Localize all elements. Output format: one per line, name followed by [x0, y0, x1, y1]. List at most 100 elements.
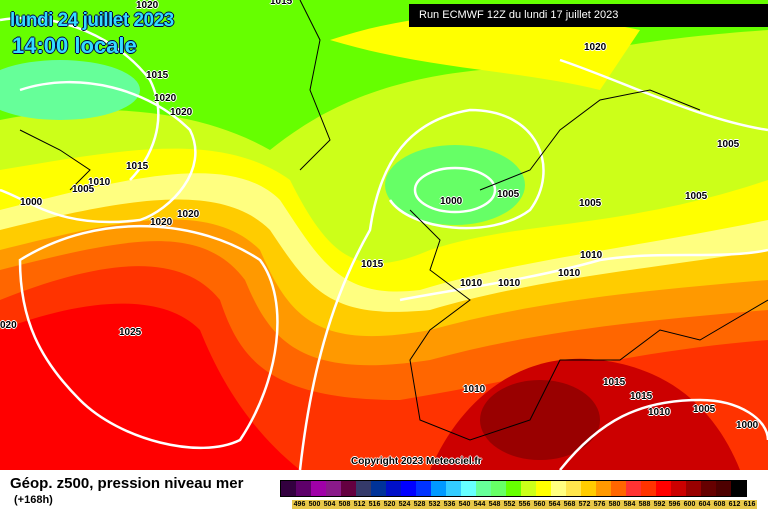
forecast-offset: (+168h)	[14, 494, 53, 506]
pressure-label: 1000	[440, 196, 463, 207]
color-scale-label: 564	[547, 500, 562, 509]
pressure-label: 1010	[463, 384, 486, 395]
color-scale-swatch	[311, 481, 326, 496]
color-scale-swatch	[686, 481, 701, 496]
color-scale-swatch	[476, 481, 491, 496]
color-scale-swatch	[356, 481, 371, 496]
color-scale-swatch	[341, 481, 356, 496]
pressure-label: 1005	[579, 198, 602, 209]
color-scale-swatch	[491, 481, 506, 496]
color-scale-swatch	[326, 481, 341, 496]
color-scale-swatch	[611, 481, 626, 496]
color-scale-swatch	[596, 481, 611, 496]
pressure-label: 1010	[460, 278, 483, 289]
pressure-label: 1015	[630, 391, 653, 402]
pressure-label: 1010	[88, 177, 111, 188]
footer-legend: Géop. z500, pression niveau mer (+168h) …	[0, 470, 768, 512]
pressure-label: 1000	[736, 420, 759, 431]
color-scale-bar	[280, 480, 747, 497]
color-scale-label: 560	[532, 500, 547, 509]
pressure-label: 1010	[498, 278, 521, 289]
pressure-label: 1000	[20, 197, 43, 208]
geopotential-field	[0, 0, 768, 470]
color-scale-labels: 496 500 504 508 512 516 520 524 528 532 536 540 544 5…	[292, 500, 757, 509]
color-scale-swatch	[566, 481, 581, 496]
pressure-label: 1015	[603, 377, 626, 388]
color-scale-swatch	[416, 481, 431, 496]
color-scale-swatch	[521, 481, 536, 496]
color-scale-label: 588	[637, 500, 652, 509]
copyright: Copyright 2023 Meteociel.fr	[351, 456, 482, 467]
color-scale-label: 576	[592, 500, 607, 509]
color-scale-label: 580	[607, 500, 622, 509]
color-scale-label: 532	[427, 500, 442, 509]
pressure-label: 1010	[648, 407, 671, 418]
color-scale-label: 544	[472, 500, 487, 509]
color-scale-swatch	[656, 481, 671, 496]
color-scale-label: 524	[397, 500, 412, 509]
pressure-label: 1020	[136, 0, 159, 11]
weather-map: 1020 1015 1020 1015 1020 1020 1015 1010 …	[0, 0, 768, 470]
color-scale-label: 508	[337, 500, 352, 509]
color-scale-swatch	[581, 481, 596, 496]
color-scale-swatch	[671, 481, 686, 496]
pressure-label: 1010	[580, 250, 603, 261]
color-scale-label: 516	[367, 500, 382, 509]
map-title: Géop. z500, pression niveau mer	[10, 475, 244, 492]
pressure-label: 1005	[685, 191, 708, 202]
color-scale-swatch	[401, 481, 416, 496]
color-scale-swatch	[461, 481, 476, 496]
color-scale-label: 504	[322, 500, 337, 509]
forecast-date: lundi 24 juillet 2023	[10, 10, 174, 31]
color-scale-swatch	[551, 481, 566, 496]
run-info: Run ECMWF 12Z du lundi 17 juillet 2023	[409, 4, 768, 27]
color-scale-swatch	[296, 481, 311, 496]
color-scale-swatch	[626, 481, 641, 496]
color-scale-label: 528	[412, 500, 427, 509]
color-scale-swatch	[446, 481, 461, 496]
color-scale-label: 608	[712, 500, 727, 509]
pressure-label: 1015	[126, 161, 149, 172]
color-scale-swatch	[371, 481, 386, 496]
color-scale-swatch	[506, 481, 521, 496]
color-scale-label: 552	[502, 500, 517, 509]
pressure-label: 1020	[150, 217, 173, 228]
forecast-time: 14:00 locale	[12, 33, 137, 58]
pressure-label: 020	[0, 320, 17, 331]
pressure-label: 1005	[497, 189, 520, 200]
color-scale-label: 600	[682, 500, 697, 509]
color-scale-label: 556	[517, 500, 532, 509]
color-scale-label: 540	[457, 500, 472, 509]
pressure-label: 1015	[146, 70, 169, 81]
color-scale-swatch	[536, 481, 551, 496]
color-scale-label: 592	[652, 500, 667, 509]
color-scale-label: 596	[667, 500, 682, 509]
pressure-label: 1025	[119, 327, 142, 338]
pressure-label: 1005	[717, 139, 740, 150]
isobars	[0, 16, 768, 470]
color-scale-label: 500	[307, 500, 322, 509]
pressure-label: 1020	[584, 42, 607, 53]
color-scale-label: 572	[577, 500, 592, 509]
color-scale-label: 536	[442, 500, 457, 509]
color-scale-swatch	[641, 481, 656, 496]
pressure-label: 1020	[170, 107, 193, 118]
color-scale-label: 548	[487, 500, 502, 509]
pressure-label: 1010	[558, 268, 581, 279]
color-scale-label: 512	[352, 500, 367, 509]
pressure-label: 1015	[361, 259, 384, 270]
color-scale-swatch	[281, 481, 296, 496]
coastlines	[19, 0, 768, 441]
color-scale-swatch	[386, 481, 401, 496]
color-scale-label: 604	[697, 500, 712, 509]
color-scale-swatch	[431, 481, 446, 496]
pressure-label: 1020	[177, 209, 200, 220]
color-scale-label: 520	[382, 500, 397, 509]
color-scale-swatch	[716, 481, 731, 496]
color-scale-swatch	[731, 481, 746, 496]
color-scale-label: 568	[562, 500, 577, 509]
color-scale-label: 616	[742, 500, 757, 509]
pressure-label: 1015	[270, 0, 293, 7]
pressure-label: 1005	[72, 184, 95, 195]
pressure-label: 1005	[693, 404, 716, 415]
